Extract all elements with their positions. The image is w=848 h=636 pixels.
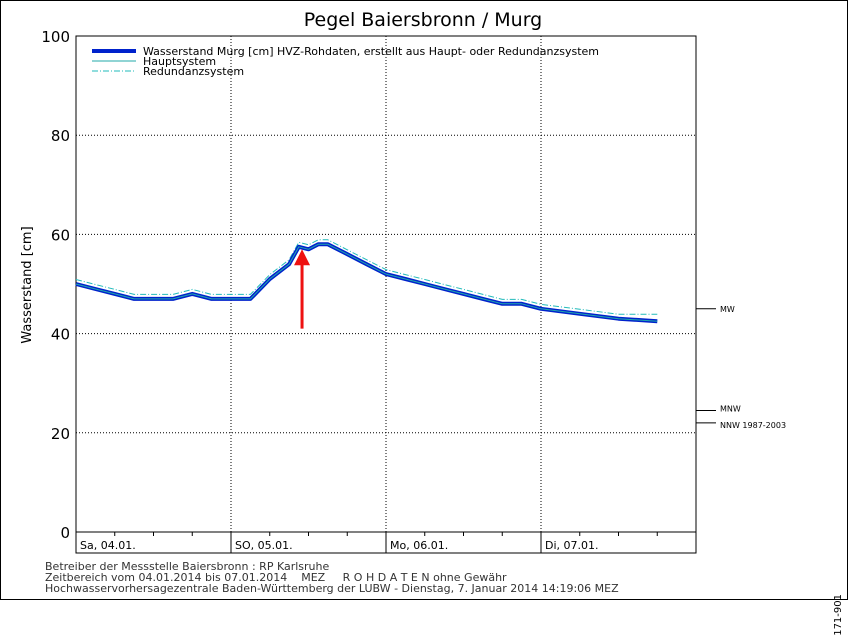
reference-levels: MW MNW NNW 1987-2003 [696,305,786,430]
x-tick-label-3: Mo, 06.01. [390,539,448,552]
x-axis-band: Sa, 04.01. SO, 05.01. Mo, 06.01. Di, 07.01. [75,531,696,553]
x-tick-label-2: SO, 05.01. [235,539,293,552]
series-line-1 [75,242,658,324]
document-id: 171-901 [833,594,844,636]
y-tick-label-80: 80 [51,127,70,145]
ref-label-1: MW [720,305,735,314]
legend-label-2: Hauptsystem [143,55,216,68]
legend-label-3: Redundanzsystem [143,65,244,78]
footer-operator: Betreiber der Messstelle Baiersbronn : R… [45,560,330,573]
y-axis-label: Wasserstand [cm] [20,226,35,343]
series-line-3 [75,239,658,315]
y-tick-label-40: 40 [51,326,70,344]
y-tick-label-100: 100 [41,28,70,46]
y-tick-label-0: 0 [60,524,70,542]
axis-ticks: 0 20 40 60 80 100 [41,28,70,542]
y-tick-label-60: 60 [51,226,70,244]
annotation-arrow-head-1 [294,249,311,266]
ref-label-3: NNW 1987-2003 [720,421,786,430]
chart-title: Pegel Baiersbronn / Murg [304,9,543,31]
footer-time-range: Zeitbereich vom 04.01.2014 bis 07.01.201… [45,571,507,584]
legend-label-1: Wasserstand Murg [cm] HVZ-Rohdaten, erst… [143,45,599,58]
x-tick-label-1: Sa, 04.01. [80,539,136,552]
series-line-2 [75,243,658,322]
footer-source: Hochwasservorhersagezentrale Baden-Württ… [45,582,619,595]
annotations [294,249,311,329]
grid [75,35,697,554]
x-tick-label-4: Di, 07.01. [545,539,599,552]
water-level-chart: Pegel Baiersbronn / Murg Wasserstand [cm… [20,9,786,554]
series-layer [75,239,658,324]
legend: Wasserstand Murg [cm] HVZ-Rohdaten, erst… [92,45,599,78]
y-tick-label-20: 20 [51,425,70,443]
ref-label-2: MNW [720,404,741,413]
